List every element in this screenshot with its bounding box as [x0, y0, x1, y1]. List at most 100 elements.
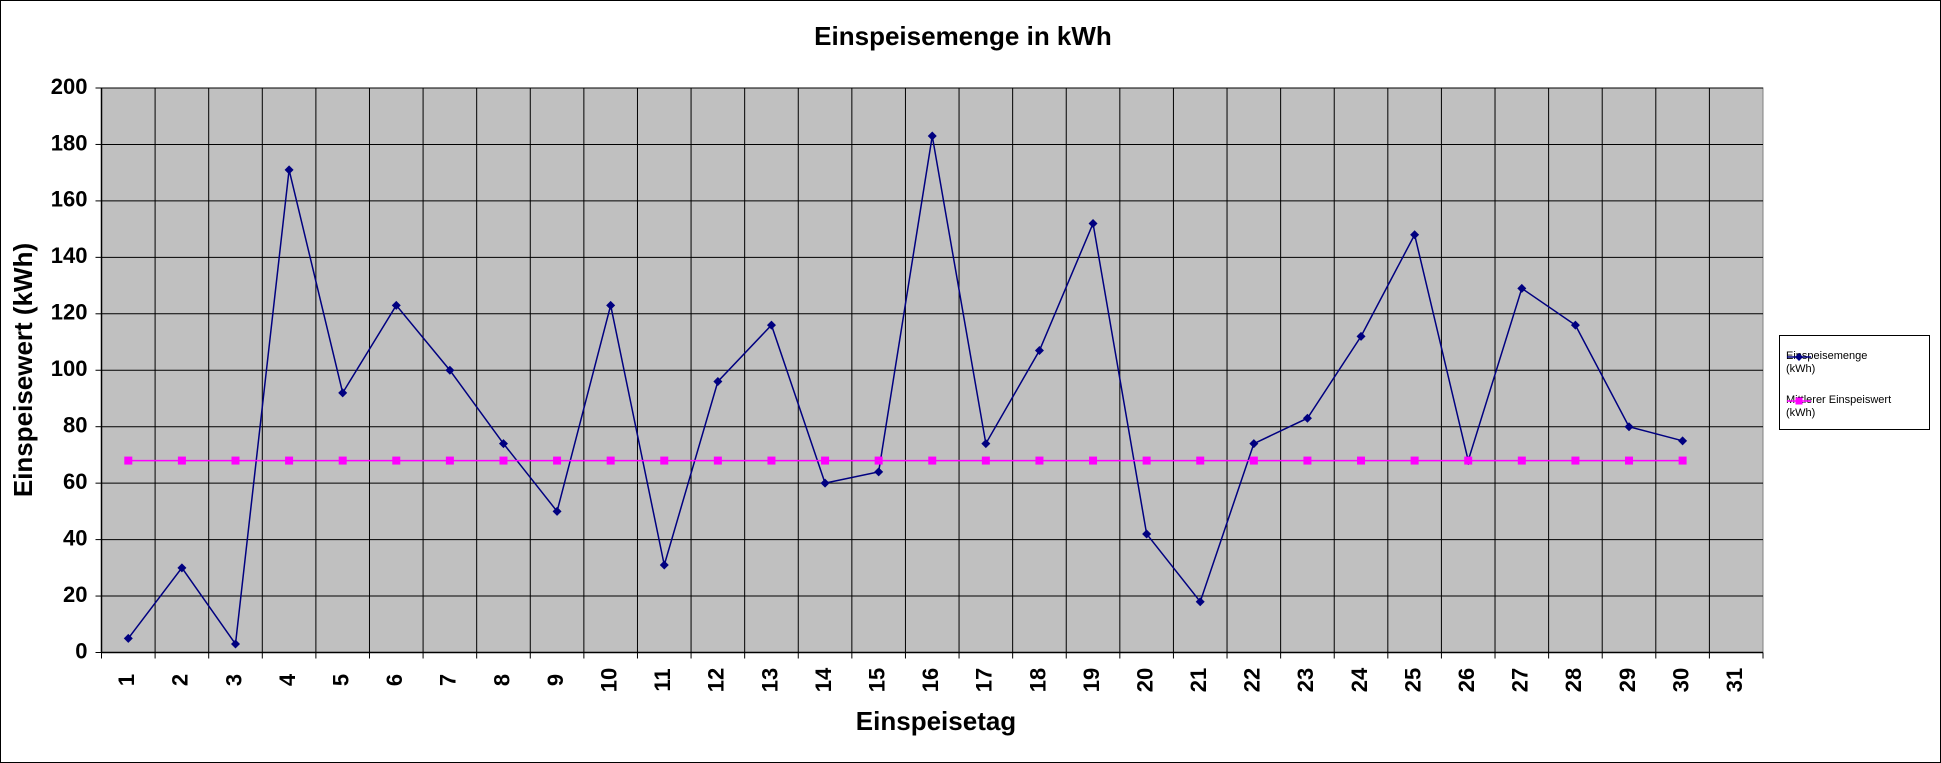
legend-marker [1795, 353, 1803, 361]
point-marker [445, 456, 454, 465]
point-marker [1089, 456, 1098, 465]
point-marker [713, 377, 723, 387]
point-marker [230, 639, 240, 649]
y-tick-label: 180 [51, 130, 88, 155]
point-marker [1249, 439, 1259, 449]
point-marker [1035, 456, 1044, 465]
point-marker [606, 456, 615, 465]
point-marker [659, 560, 669, 570]
legend-label: Mittlerer Einspeiswert (kWh) [1786, 394, 1892, 419]
point-marker [1624, 422, 1634, 432]
point-marker [606, 300, 616, 310]
point-marker [981, 439, 991, 449]
y-tick-label: 40 [63, 525, 87, 550]
point-marker [1678, 456, 1687, 465]
legend-item: Einspeisemenge (kWh) [1786, 350, 1898, 376]
x-tick-label: 23 [1293, 668, 1318, 692]
point-marker [1517, 456, 1526, 465]
x-tick-label: 2 [168, 674, 193, 686]
point-marker [177, 456, 186, 465]
x-tick-label: 16 [918, 668, 943, 692]
point-marker [391, 300, 401, 310]
x-tick-label: 13 [757, 668, 782, 692]
point-marker [1303, 456, 1312, 465]
point-marker [392, 456, 401, 465]
x-axis-title: Einspeisetag [856, 706, 1016, 736]
x-tick-label: 31 [1722, 668, 1747, 692]
y-tick-label: 120 [51, 300, 88, 325]
point-marker [927, 131, 937, 141]
x-tick-label: 29 [1615, 668, 1640, 692]
x-tick-label: 27 [1508, 668, 1533, 692]
point-marker [821, 456, 830, 465]
point-marker [1195, 597, 1205, 607]
point-marker [1356, 331, 1366, 341]
point-marker [1625, 456, 1634, 465]
x-tick-label: 21 [1186, 668, 1211, 692]
point-marker [874, 467, 884, 477]
x-tick-label: 6 [382, 674, 407, 686]
point-marker [1302, 413, 1312, 423]
series-line [127, 135, 1683, 647]
x-tick-label: 12 [704, 668, 729, 692]
x-tick-label: 11 [650, 668, 675, 691]
point-marker [338, 388, 348, 398]
point-marker [1357, 456, 1366, 465]
x-tick-label: 19 [1079, 668, 1104, 692]
legend-marker [1795, 397, 1803, 405]
x-tick-label: 3 [221, 674, 246, 686]
x-tick-label: 17 [972, 668, 997, 692]
point-marker [338, 456, 347, 465]
x-tick-label: 4 [275, 673, 300, 686]
x-tick-label: 26 [1454, 668, 1479, 692]
x-tick-label: 18 [1025, 668, 1050, 692]
x-tick-label: 15 [864, 668, 889, 692]
point-marker [285, 456, 294, 465]
point-marker [1249, 456, 1258, 465]
point-marker [981, 456, 990, 465]
y-tick-label: 60 [63, 469, 87, 494]
point-marker [874, 456, 883, 465]
point-marker [660, 456, 669, 465]
point-marker [1142, 529, 1152, 539]
point-marker [1088, 218, 1098, 228]
x-tick-label: 28 [1561, 668, 1586, 692]
point-marker [1142, 456, 1151, 465]
y-tick-label: 200 [51, 74, 88, 99]
point-marker [1570, 320, 1580, 330]
x-tick-label: 1 [114, 674, 139, 686]
point-marker [820, 478, 830, 488]
point-marker [766, 320, 776, 330]
point-marker [1410, 456, 1419, 465]
x-tick-label: 10 [596, 668, 621, 692]
point-marker [713, 456, 722, 465]
x-tick-label: 7 [436, 674, 461, 686]
x-tick-label: 30 [1668, 668, 1693, 692]
chart-title: Einspeisemenge in kWh [814, 21, 1112, 51]
legend: Einspeisemenge (kWh) Mittlerer Einspeiswe… [1779, 335, 1930, 430]
x-tick-label: 9 [543, 674, 568, 686]
point-marker [928, 456, 937, 465]
y-tick-label: 100 [51, 356, 88, 381]
point-marker [499, 456, 508, 465]
y-tick-label: 20 [63, 582, 87, 607]
point-marker [123, 633, 133, 643]
y-tick-label: 160 [51, 187, 88, 212]
point-marker [498, 439, 508, 449]
legend-item: Mittlerer Einspeiswert (kWh) [1786, 394, 1898, 420]
x-tick-label: 14 [811, 667, 836, 692]
x-tick-label: 8 [489, 674, 514, 686]
point-marker [1517, 283, 1527, 293]
point-marker [552, 506, 562, 516]
point-marker [1571, 456, 1580, 465]
legend-symbol [1787, 397, 1811, 405]
point-marker [767, 456, 776, 465]
point-marker [1678, 436, 1688, 446]
x-tick-label: 20 [1132, 668, 1157, 692]
point-marker [1196, 456, 1205, 465]
point-marker [553, 456, 562, 465]
point-marker [1410, 230, 1420, 240]
point-marker [445, 365, 455, 375]
